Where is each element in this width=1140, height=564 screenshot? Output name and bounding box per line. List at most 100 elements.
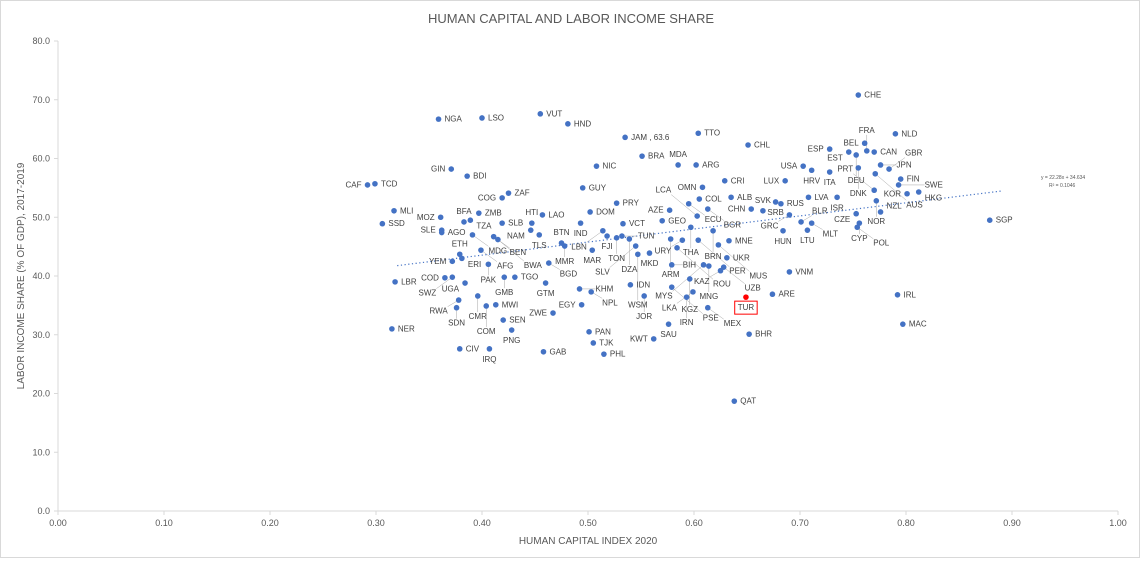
data-label: MMR bbox=[555, 257, 574, 266]
data-point-irn bbox=[683, 294, 690, 300]
data-point-tha bbox=[688, 224, 694, 231]
y-tick-label: 60.0 bbox=[32, 154, 50, 164]
data-point-slb bbox=[499, 220, 505, 226]
data-point-bhr bbox=[746, 331, 752, 337]
data-label: GRC bbox=[761, 221, 779, 230]
data-point-png bbox=[508, 327, 515, 333]
data-point-mli bbox=[391, 207, 397, 214]
data-point-gin bbox=[448, 166, 455, 172]
data-label: MDA bbox=[669, 150, 687, 159]
data-label: ARM bbox=[662, 270, 680, 279]
data-point-hkg bbox=[915, 189, 922, 195]
data-point-brn bbox=[710, 227, 716, 234]
data-label: MUS bbox=[749, 271, 767, 280]
data-point-aus bbox=[872, 170, 879, 177]
data-point-guy bbox=[579, 185, 586, 191]
data-label: RUS bbox=[787, 199, 804, 208]
data-label: YEM bbox=[429, 257, 447, 266]
data-point-jor bbox=[641, 293, 647, 299]
data-label: QAT bbox=[740, 397, 756, 406]
data-label: RWA bbox=[429, 307, 448, 316]
data-point-mwi bbox=[492, 301, 499, 308]
data-point-sau bbox=[665, 321, 672, 327]
data-label: DNK bbox=[850, 189, 868, 198]
data-point-civ bbox=[456, 346, 463, 352]
label-leader-line bbox=[688, 203, 705, 216]
data-label: NGA bbox=[445, 115, 463, 124]
data-point-hnd bbox=[565, 121, 571, 127]
data-label: IRQ bbox=[482, 355, 496, 364]
data-point-nam bbox=[527, 227, 534, 233]
data-label: ROU bbox=[713, 279, 731, 288]
data-label: GEO bbox=[668, 216, 686, 225]
data-label: POL bbox=[873, 239, 890, 248]
label-leader-line bbox=[888, 157, 906, 170]
data-point-grc bbox=[786, 212, 793, 218]
data-point-mmr bbox=[561, 243, 568, 249]
data-point-lux bbox=[782, 178, 788, 184]
data-point-zmb bbox=[476, 210, 482, 216]
data-point-ltu bbox=[804, 227, 811, 233]
data-label: LKA bbox=[662, 303, 678, 312]
data-label: TZA bbox=[476, 222, 492, 231]
data-label: SAU bbox=[660, 330, 677, 339]
data-label: NPL bbox=[602, 298, 618, 307]
data-label: SLV bbox=[595, 268, 610, 277]
data-label: BWA bbox=[524, 261, 543, 270]
data-label: CIV bbox=[466, 344, 480, 353]
data-label: KWT bbox=[630, 334, 648, 343]
data-label: LCA bbox=[656, 186, 672, 195]
data-point-swz bbox=[449, 274, 456, 280]
data-label: WSM bbox=[628, 300, 648, 309]
data-label: PAK bbox=[481, 275, 497, 284]
data-point-tjk bbox=[590, 340, 597, 346]
data-point-lva bbox=[805, 194, 812, 201]
data-point-cmr bbox=[474, 293, 481, 299]
data-label: THA bbox=[683, 248, 700, 257]
data-point-kor bbox=[904, 190, 910, 197]
data-label: ZMB bbox=[485, 209, 502, 218]
data-point-tgo bbox=[512, 274, 518, 280]
data-point-bdi bbox=[464, 173, 470, 179]
data-label: MAR bbox=[583, 256, 601, 265]
data-point-ukr bbox=[724, 254, 730, 261]
data-point-ner bbox=[389, 326, 395, 332]
label-leader-line bbox=[698, 239, 730, 267]
label-leader-line bbox=[586, 230, 603, 243]
data-point-gbr bbox=[886, 166, 892, 172]
data-point-lso bbox=[479, 115, 485, 121]
data-label: EST bbox=[827, 154, 843, 163]
data-label: MEX bbox=[724, 319, 742, 328]
data-label: HUN bbox=[774, 237, 792, 246]
data-label: MOZ bbox=[417, 213, 435, 222]
label-leader-line bbox=[676, 247, 714, 280]
data-point-lao bbox=[539, 212, 546, 218]
highlight-box bbox=[734, 300, 758, 315]
data-point-dom bbox=[587, 209, 593, 215]
data-label: BDI bbox=[473, 172, 486, 181]
data-label: COM bbox=[477, 327, 496, 336]
data-point-mus bbox=[715, 242, 722, 248]
data-label: BFA bbox=[456, 207, 472, 216]
y-tick-label: 70.0 bbox=[32, 95, 50, 105]
data-label: MWI bbox=[502, 300, 518, 309]
data-point-ton bbox=[613, 235, 620, 241]
data-point-sdn bbox=[453, 304, 460, 311]
data-point-qat bbox=[731, 398, 738, 404]
data-label: MAC bbox=[909, 320, 927, 329]
data-label: ERI bbox=[468, 260, 481, 269]
data-label: SSD bbox=[388, 219, 405, 228]
data-point-rwa bbox=[455, 297, 462, 303]
data-label: NAM bbox=[507, 232, 525, 241]
data-point-aze bbox=[666, 207, 673, 213]
data-label: URY bbox=[655, 247, 672, 256]
data-point-nor bbox=[873, 198, 880, 204]
data-label: BIH bbox=[683, 260, 697, 269]
data-point-nga bbox=[435, 116, 442, 122]
data-label: SVK bbox=[755, 196, 772, 205]
data-point-moz bbox=[437, 214, 444, 221]
label-leader-line bbox=[609, 245, 636, 268]
data-point-vct bbox=[620, 220, 626, 227]
data-label: MYS bbox=[655, 291, 672, 300]
